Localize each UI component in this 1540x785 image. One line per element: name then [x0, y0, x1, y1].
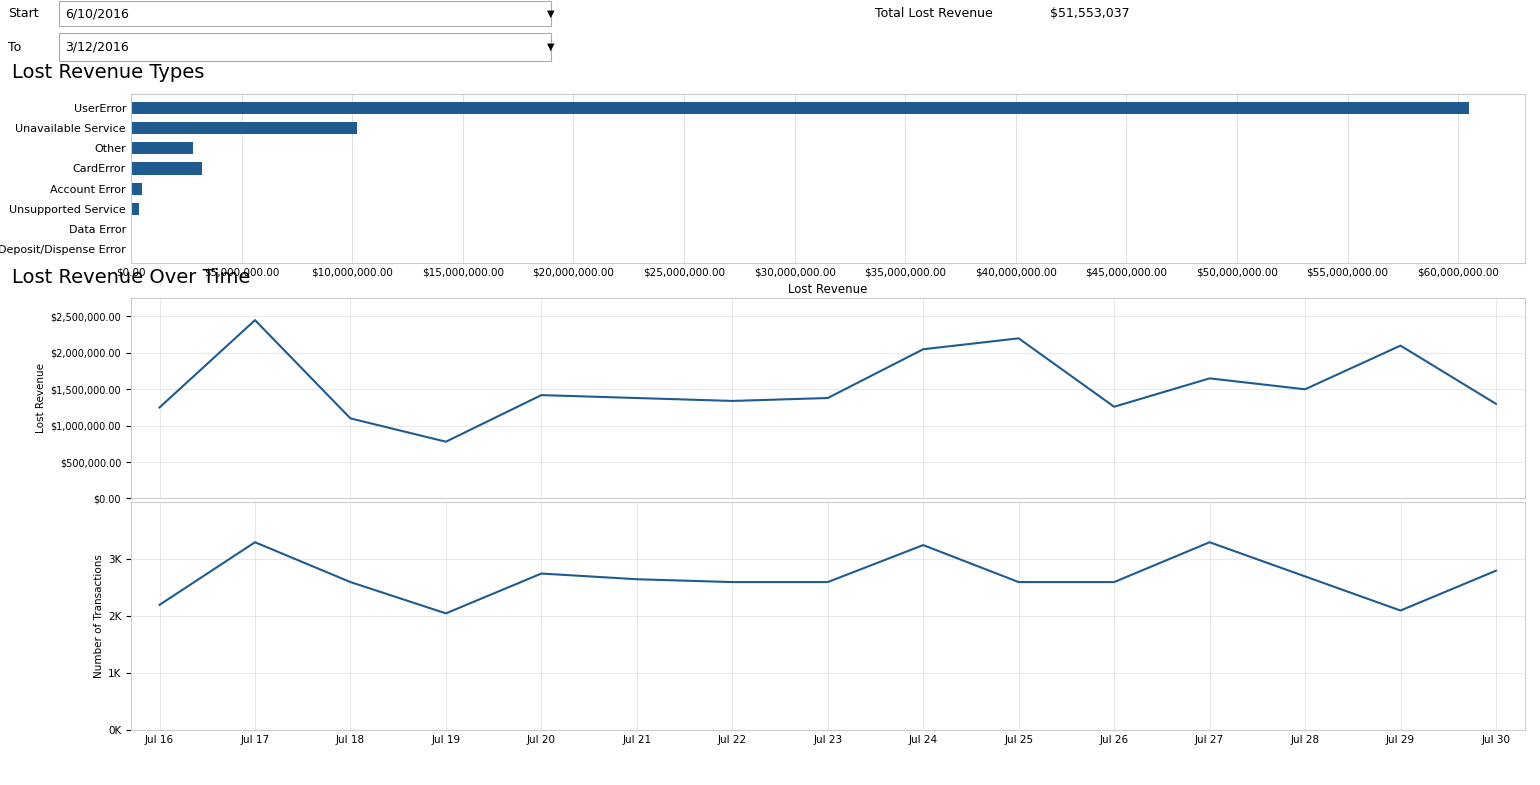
- Text: Start: Start: [8, 7, 38, 20]
- Text: To: To: [8, 41, 22, 53]
- Bar: [131, 183, 142, 195]
- Bar: [131, 142, 192, 155]
- Bar: [131, 122, 357, 134]
- FancyBboxPatch shape: [59, 2, 551, 26]
- Text: Total Lost Revenue: Total Lost Revenue: [875, 7, 992, 20]
- Bar: [131, 102, 1469, 114]
- Text: 3/12/2016: 3/12/2016: [65, 41, 128, 53]
- Text: ▼: ▼: [547, 9, 554, 19]
- Text: ▼: ▼: [547, 42, 554, 52]
- FancyBboxPatch shape: [59, 33, 551, 61]
- Text: $51,553,037: $51,553,037: [1050, 7, 1130, 20]
- Bar: [131, 203, 139, 215]
- Text: 6/10/2016: 6/10/2016: [65, 7, 128, 20]
- Text: Lost Revenue Types: Lost Revenue Types: [12, 64, 205, 82]
- Y-axis label: Number of Transactions: Number of Transactions: [94, 554, 103, 678]
- Text: Lost Revenue Over Time: Lost Revenue Over Time: [12, 268, 251, 287]
- Y-axis label: Lost Revenue: Lost Revenue: [37, 363, 46, 433]
- Bar: [131, 162, 202, 174]
- X-axis label: Lost Revenue: Lost Revenue: [788, 283, 867, 297]
